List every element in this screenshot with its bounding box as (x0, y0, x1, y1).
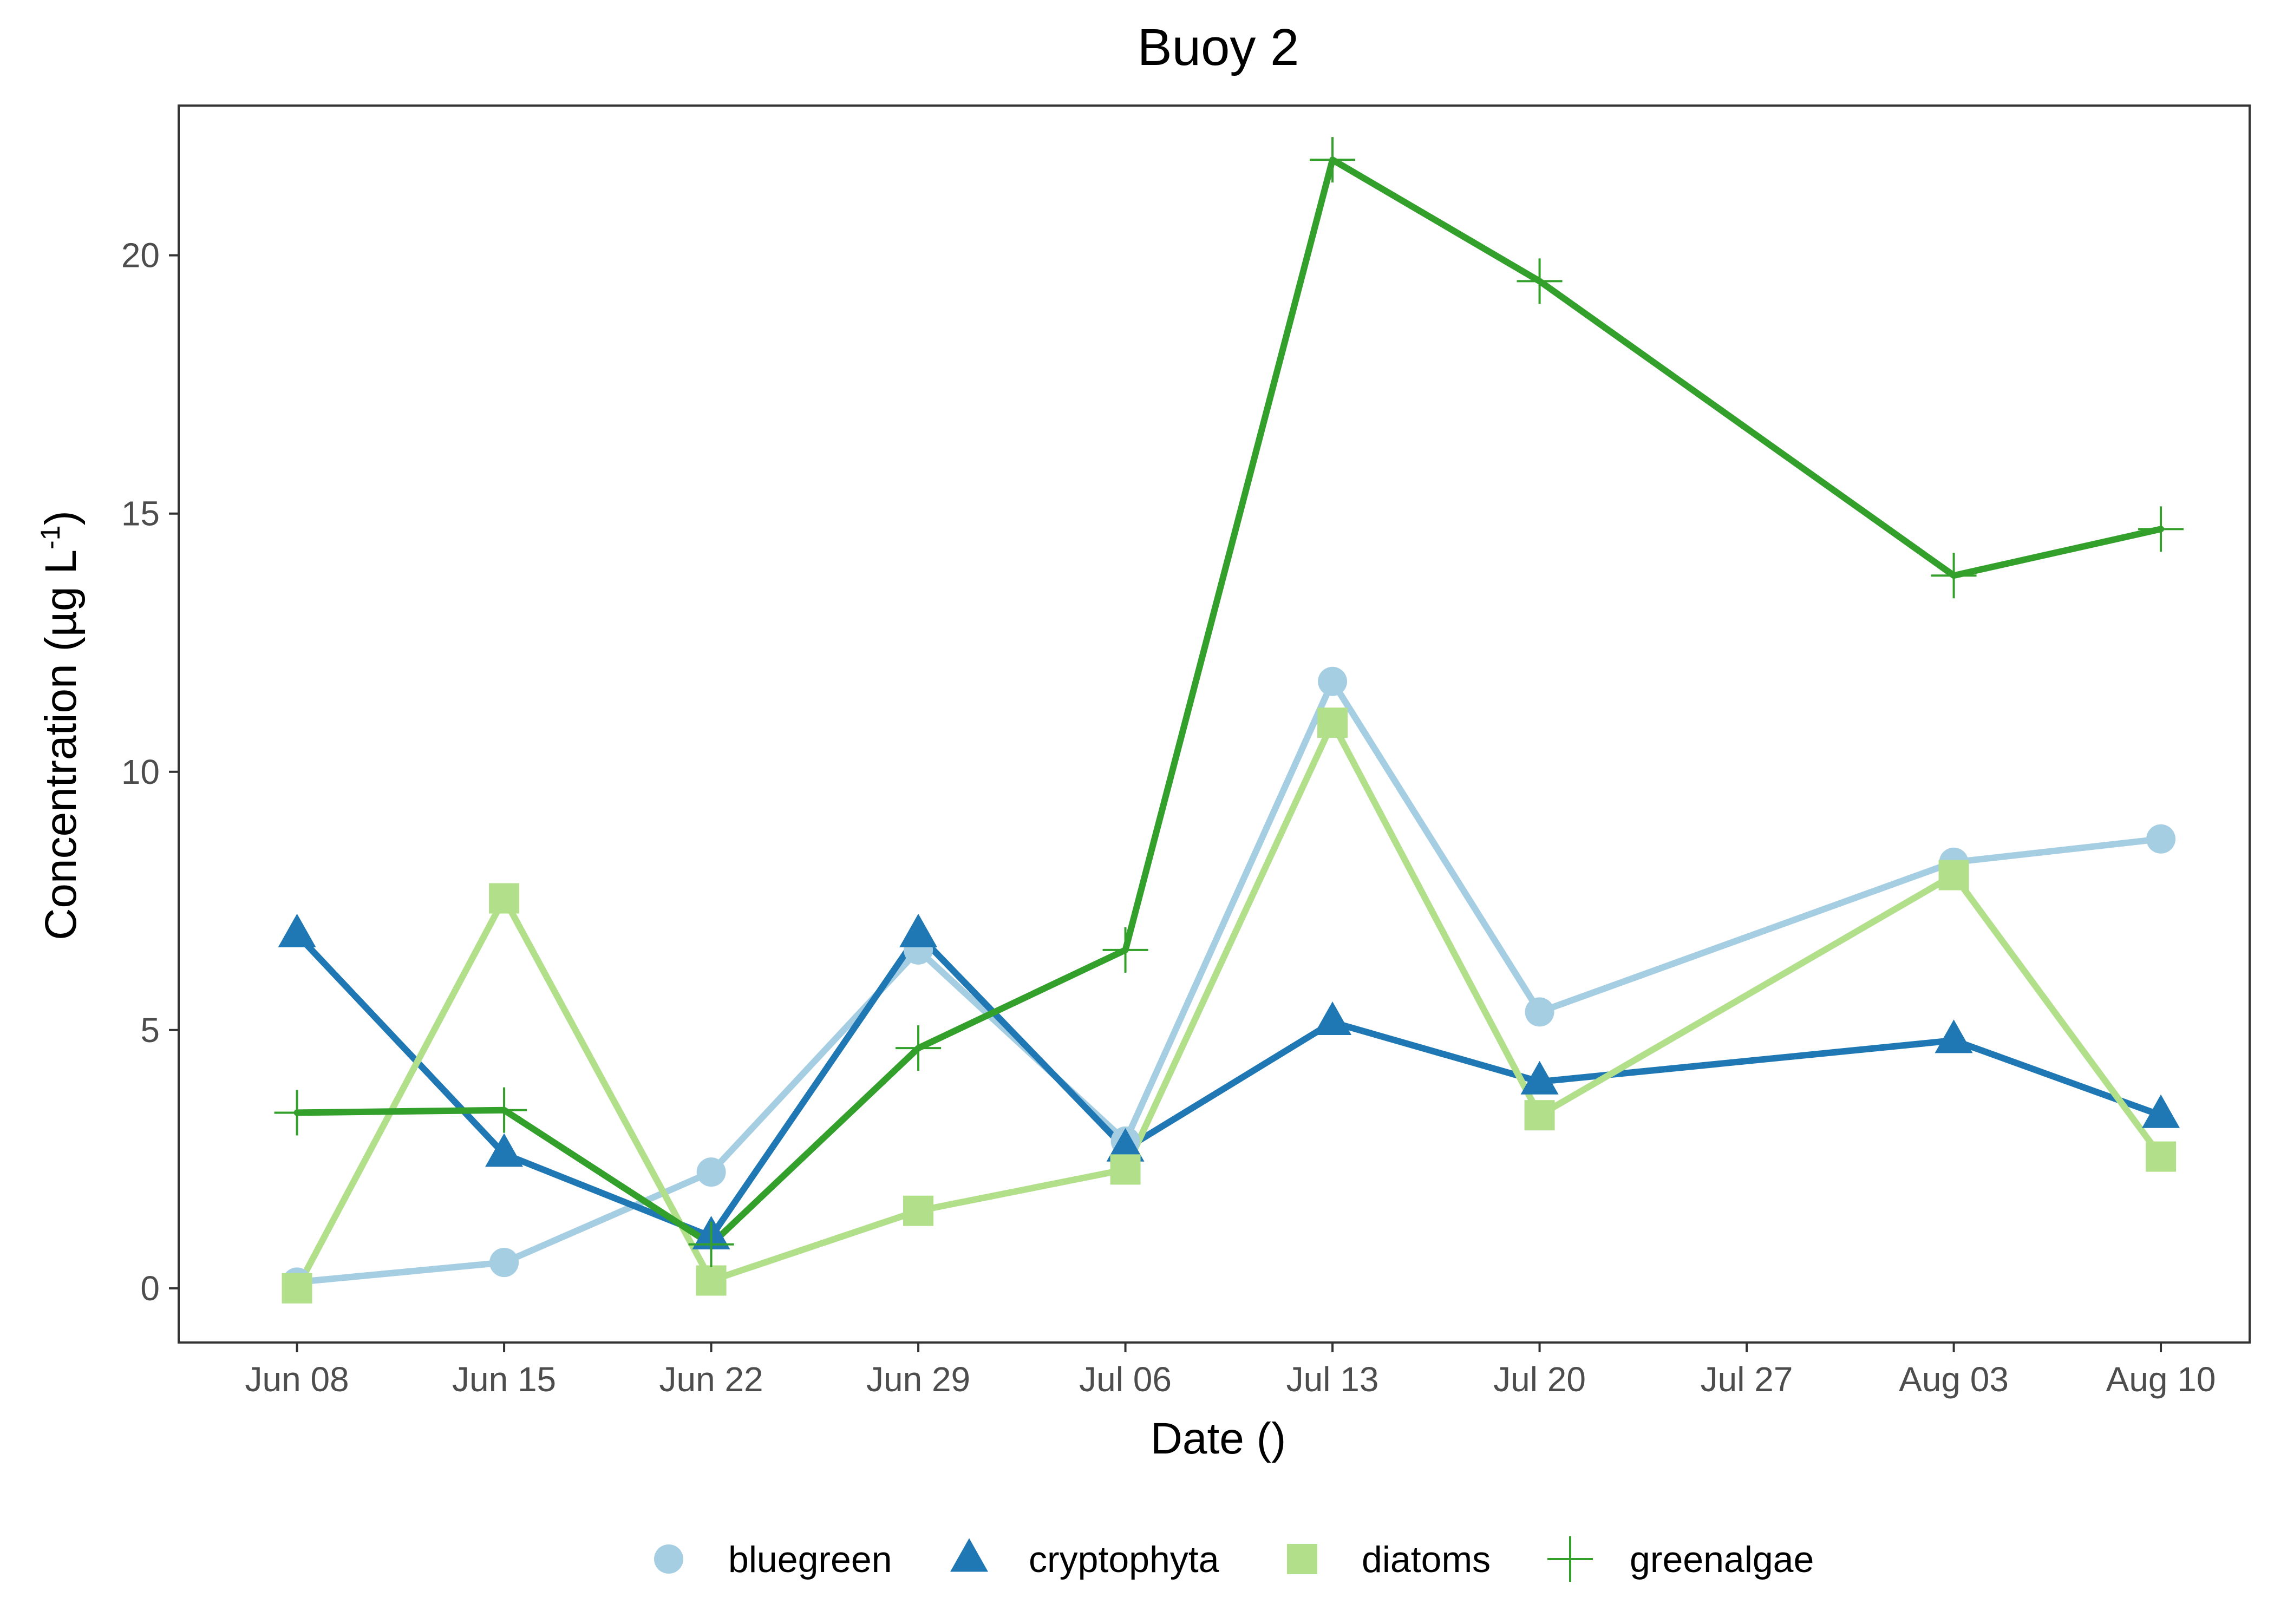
data-point-diatoms (696, 1265, 727, 1296)
data-point-greenalgae (896, 1025, 942, 1071)
y-tick-label: 20 (121, 236, 160, 275)
legend-key-diatoms (1287, 1544, 1317, 1574)
data-point-greenalgae (1517, 258, 1563, 304)
data-point-diatoms (489, 883, 520, 914)
data-point-cryptophyta (1935, 1019, 1973, 1053)
x-axis: Jun 08 Jun 15 Jun 22 Jun 29 Jul 06 Jul 13 Jul … (245, 1343, 2216, 1399)
data-point-bluegreen (2146, 824, 2176, 854)
x-tick-label: Aug 03 (1899, 1360, 2009, 1399)
data-point-cryptophyta (278, 913, 316, 947)
x-tick-label: Jun 22 (659, 1360, 763, 1399)
plot-border (178, 104, 2251, 1344)
data-point-greenalgae (1310, 137, 1356, 183)
legend: bluegreen cryptophyta diatoms greenalgae (654, 1536, 1814, 1582)
data-point-greenalgae (274, 1090, 320, 1136)
legend-key-cryptophyta (950, 1538, 988, 1572)
legend-label-greenalgae: greenalgae (1630, 1539, 1814, 1580)
data-point-diatoms (1110, 1154, 1141, 1185)
y-tick-label: 10 (121, 752, 160, 791)
y-axis: 0 5 10 15 20 (121, 236, 179, 1308)
y-axis-title-main: Concentration (µg L (36, 549, 86, 940)
data-point-cryptophyta (1520, 1060, 1559, 1095)
x-tick-label: Jul 20 (1493, 1360, 1586, 1399)
y-axis-title-superscript: -1 (35, 525, 66, 549)
data-point-diatoms (1317, 708, 1348, 738)
x-tick-label: Jul 27 (1701, 1360, 1793, 1399)
plot-background (179, 106, 2250, 1343)
x-tick-label: Jun 15 (452, 1360, 556, 1399)
data-point-greenalgae (2138, 506, 2184, 552)
data-point-greenalgae (1931, 553, 1977, 599)
x-tick-label: Jun 29 (866, 1360, 970, 1399)
data-point-bluegreen (489, 1248, 519, 1278)
data-point-greenalgae (481, 1087, 527, 1133)
data-point-diatoms (1938, 860, 1969, 890)
x-tick-label: Jul 06 (1079, 1360, 1172, 1399)
data-point-cryptophyta (485, 1133, 524, 1167)
data-point-cryptophyta (1314, 1001, 1352, 1036)
data-point-bluegreen (696, 1157, 726, 1187)
plot-area (178, 104, 2251, 1344)
legend-label-bluegreen: bluegreen (728, 1539, 892, 1580)
data-point-diatoms (2146, 1141, 2177, 1172)
data-point-cryptophyta (899, 913, 938, 947)
y-axis-title-close: ) (36, 510, 86, 525)
data-point-diatoms (282, 1273, 312, 1304)
y-axis-title: Concentration (µg L-1) (35, 510, 86, 940)
y-tick-label: 0 (140, 1269, 160, 1308)
x-tick-label: Aug 10 (2106, 1360, 2216, 1399)
data-point-greenalgae (688, 1221, 734, 1267)
x-tick-label: Jul 13 (1286, 1360, 1379, 1399)
y-tick-label: 15 (121, 494, 160, 533)
legend-key-greenalgae (1547, 1536, 1593, 1582)
x-axis-title: Date () (1151, 1414, 1286, 1463)
x-tick-label: Jun 08 (245, 1360, 349, 1399)
data-point-greenalgae (1102, 927, 1148, 973)
data-point-bluegreen (1525, 997, 1554, 1027)
data-point-bluegreen (1318, 666, 1348, 696)
data-point-diatoms (903, 1195, 934, 1226)
y-tick-label: 5 (140, 1011, 160, 1050)
data-point-cryptophyta (1106, 1128, 1145, 1162)
data-point-cryptophyta (2142, 1094, 2180, 1128)
legend-label-cryptophyta: cryptophyta (1029, 1539, 1219, 1580)
legend-label-diatoms: diatoms (1362, 1539, 1491, 1580)
legend-key-bluegreen (654, 1544, 683, 1574)
chart-title: Buoy 2 (1138, 18, 1299, 76)
data-point-diatoms (1524, 1100, 1555, 1131)
